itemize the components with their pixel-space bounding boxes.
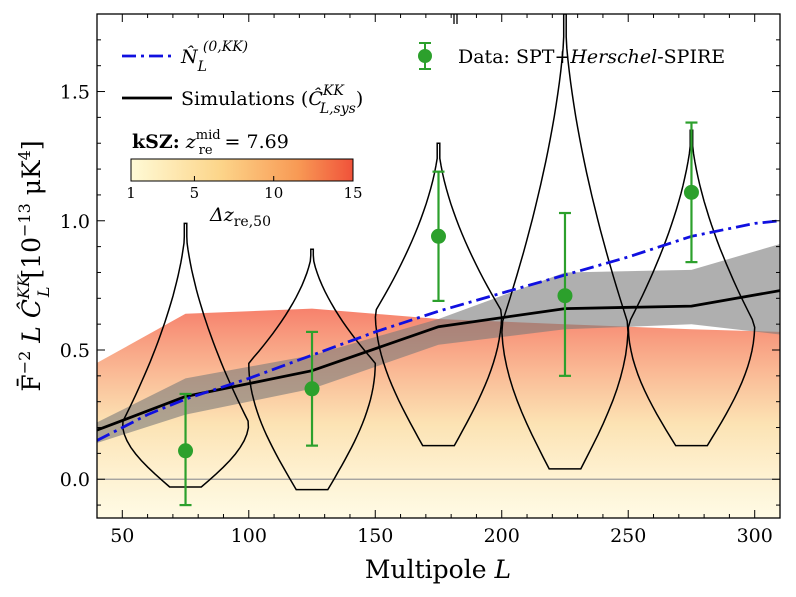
colorbar-tick-label: 5 [190,184,200,202]
violin-3 [374,142,503,447]
violin-5 [627,129,756,447]
x-tick-label: 150 [357,525,393,547]
y-axis-label: F̄−2 L ĈKKL [10−13 μK4] [14,140,53,391]
y-tick-label: 1.5 [60,82,90,104]
x-tick-label: 50 [110,525,134,547]
legend-simulation-label: Simulations (ĈKK L,sys) [181,83,363,117]
violin-4 [501,14,629,470]
colorbar-title: kSZ: zmid re = 7.69 [132,128,289,158]
data-point [304,381,320,397]
plot-frame [96,13,781,519]
top-axis-mark [453,14,458,24]
y-tick-label: 0.5 [60,340,90,362]
colorbar-label: Δzre,50 [209,204,271,230]
background-model-area [97,308,780,518]
data-points [178,121,699,507]
x-tick-label: 250 [610,525,646,547]
violin-2 [248,248,377,491]
y-axis-ticks: 0.0 0.5 1.0 1.5 [60,39,780,506]
svg-text:F̄−2 L ĈKKL [10−13 μK4]: F̄−2 L ĈKKL [10−13 μK4] [14,140,53,391]
colorbar-gradient [130,158,354,182]
data-point [178,443,194,459]
legend-data-marker [418,49,432,63]
violin-1 [121,222,250,488]
x-axis-ticks: 50 100 150 200 250 300 [96,14,781,547]
x-axis-label: Multipole L [365,555,511,584]
colorbar-tick-label: 15 [343,184,362,202]
colorbar-tick-label: 10 [264,184,283,202]
data-point [683,184,699,200]
y-tick-label: 0.0 [60,469,90,491]
x-tick-label: 100 [231,525,267,547]
data-point [557,288,573,304]
x-tick-label: 300 [737,525,773,547]
y-tick-label: 1.0 [60,211,90,233]
colorbar-ticks: 1 5 10 15 [126,176,363,202]
legend-noise-label: N̂L(0,KK) [180,39,248,75]
simulation-band [97,244,780,443]
violins [121,14,756,491]
legend-data-label: Data: SPT+Herschel-SPIRE [458,46,725,68]
colorbar-tick-label: 1 [126,184,136,202]
data-point [431,228,446,244]
legend: N̂L(0,KK) Simulations (ĈKK L,sys) Data: S… [122,39,725,117]
colorbar: kSZ: zmid re = 7.69 1 5 10 15 Δzre,50 [126,128,362,230]
x-tick-label: 200 [484,525,520,547]
